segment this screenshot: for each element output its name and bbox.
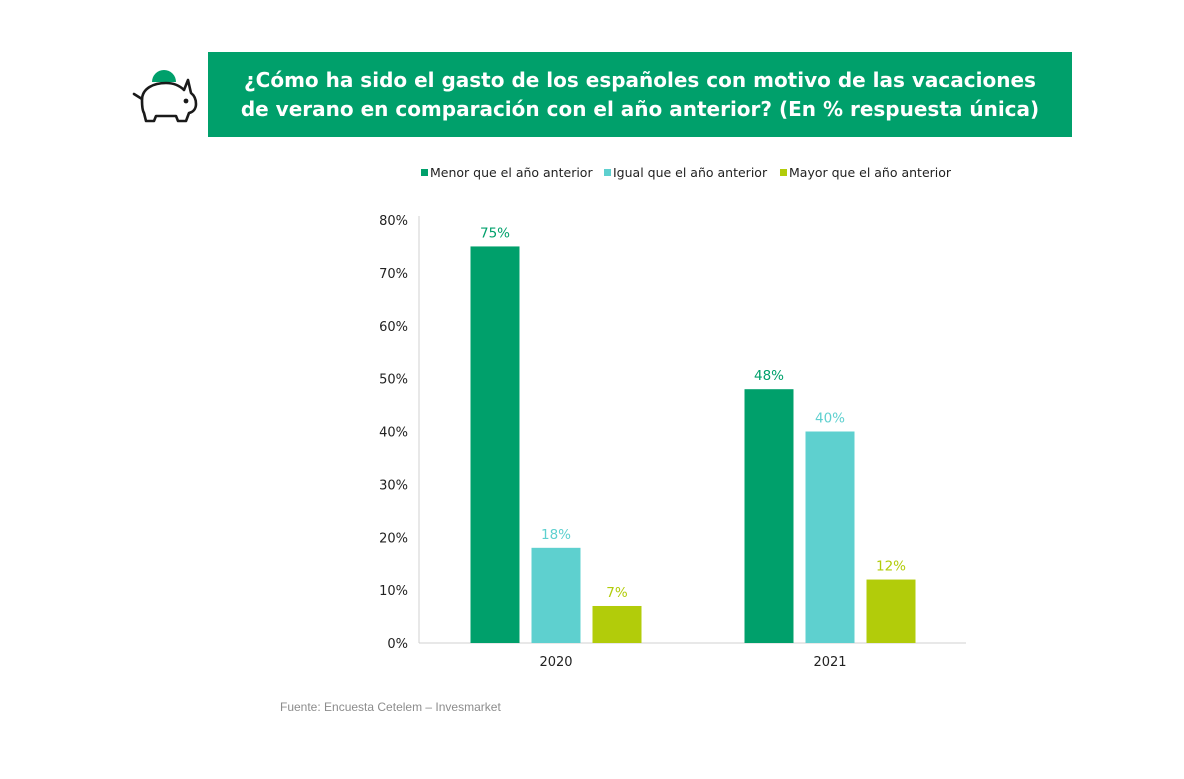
y-tick-label: 0% [387, 637, 408, 652]
piggy-bank-icon [132, 70, 198, 123]
x-tick-label: 2020 [539, 655, 572, 670]
title-banner: ¿Cómo ha sido el gasto de los españoles … [208, 52, 1072, 137]
legend-swatch [604, 169, 611, 176]
legend-entry: Igual que el año anterior [613, 165, 768, 180]
bar [531, 547, 581, 643]
y-tick-label: 20% [379, 531, 408, 546]
bar [866, 579, 916, 643]
source-note: Fuente: Encuesta Cetelem – Invesmarket [280, 700, 501, 714]
data-label: 75% [480, 225, 510, 241]
y-tick-label: 30% [379, 478, 408, 493]
bar [744, 389, 794, 643]
data-label: 48% [754, 368, 784, 384]
data-label: 12% [876, 559, 906, 575]
y-tick-label: 80% [379, 214, 408, 229]
y-tick-label: 50% [379, 373, 408, 388]
legend-swatch [780, 169, 787, 176]
bar [805, 431, 855, 643]
y-tick-label: 10% [379, 584, 408, 599]
data-label: 40% [815, 411, 845, 427]
y-tick-label: 40% [379, 426, 408, 441]
legend-entry: Menor que el año anterior [430, 165, 593, 180]
legend-entry: Mayor que el año anterior [789, 165, 952, 180]
y-tick-label: 70% [379, 267, 408, 282]
bar [592, 605, 642, 643]
x-tick-label: 2021 [813, 655, 846, 670]
chart-title: ¿Cómo ha sido el gasto de los españoles … [240, 67, 1040, 121]
bar [470, 246, 520, 643]
data-label: 18% [541, 527, 571, 543]
legend-swatch [421, 169, 428, 176]
data-label: 7% [606, 585, 628, 601]
y-tick-label: 60% [379, 320, 408, 335]
